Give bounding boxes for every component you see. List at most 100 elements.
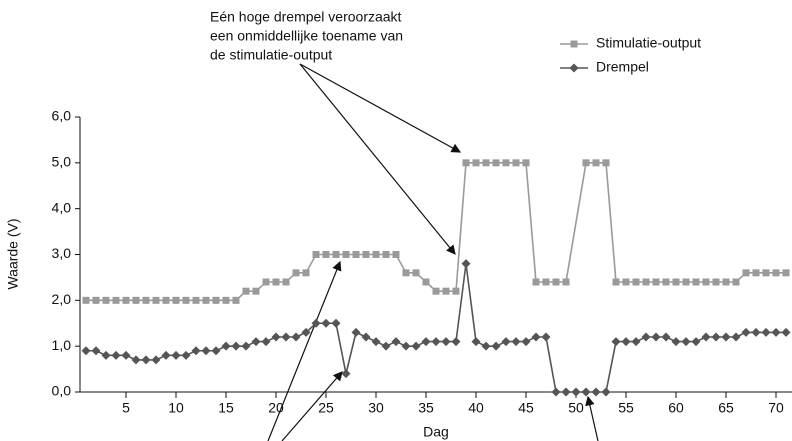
data-point	[712, 278, 720, 286]
data-point	[282, 278, 290, 286]
data-point	[521, 337, 531, 347]
legend-marker	[570, 40, 578, 48]
data-point	[422, 278, 430, 286]
data-point	[461, 259, 471, 269]
data-point	[291, 332, 301, 342]
data-point	[191, 346, 201, 356]
x-tick-label: 35	[418, 400, 434, 416]
data-point	[552, 278, 560, 286]
data-point	[352, 251, 360, 258]
x-tick-label: 40	[468, 400, 484, 416]
annotation: Eén hoge drempel veroorzaakt	[210, 9, 402, 25]
data-point	[442, 287, 450, 295]
data-point	[351, 327, 361, 337]
y-tick-label: 0,0	[52, 383, 72, 399]
data-point	[652, 278, 660, 286]
data-point	[592, 159, 600, 167]
data-point	[371, 337, 381, 347]
data-point	[761, 327, 771, 337]
y-tick-label: 2,0	[52, 291, 72, 307]
legend-label: Stimulatie-output	[596, 35, 701, 51]
data-point	[382, 251, 390, 258]
data-point	[142, 296, 150, 304]
data-point	[512, 159, 520, 167]
data-point	[342, 251, 350, 258]
data-point	[482, 159, 490, 167]
data-point	[141, 355, 151, 365]
data-point	[462, 159, 470, 167]
x-tick-label: 15	[218, 400, 234, 416]
x-tick-label: 55	[618, 400, 634, 416]
x-tick-label: 10	[168, 400, 184, 416]
data-point	[672, 278, 680, 286]
data-point	[622, 278, 630, 286]
data-point	[341, 369, 351, 379]
y-tick-label: 3,0	[52, 245, 72, 261]
data-point	[402, 269, 410, 277]
series-line	[86, 162, 786, 302]
data-point	[731, 332, 741, 342]
data-point	[372, 251, 380, 258]
x-tick-label: 5	[122, 400, 130, 416]
data-point	[601, 387, 611, 397]
data-point	[202, 296, 210, 304]
data-point	[262, 278, 270, 286]
data-point	[571, 387, 581, 397]
data-point	[321, 318, 331, 328]
data-point	[182, 296, 190, 304]
series-line	[86, 263, 786, 393]
data-point	[751, 327, 761, 337]
data-point	[471, 337, 481, 347]
data-point	[611, 337, 621, 347]
data-point	[212, 296, 220, 304]
data-point	[741, 327, 751, 337]
data-point	[152, 296, 160, 304]
y-tick-label: 6,0	[52, 108, 72, 124]
data-point	[541, 332, 551, 342]
data-point	[271, 332, 281, 342]
data-point	[181, 350, 191, 360]
x-tick-label: 60	[668, 400, 684, 416]
data-point	[591, 387, 601, 397]
data-point	[691, 337, 701, 347]
data-point	[222, 296, 230, 304]
y-axis-label: Waarde (V)	[5, 218, 21, 289]
data-point	[561, 387, 571, 397]
data-point	[151, 355, 161, 365]
data-point	[102, 296, 110, 304]
data-point	[651, 332, 661, 342]
data-point	[441, 337, 451, 347]
data-point	[492, 159, 500, 167]
data-point	[82, 296, 90, 304]
data-point	[401, 341, 411, 351]
data-point	[581, 387, 591, 397]
data-point	[312, 251, 320, 258]
annotation: een onmiddellijke toename van	[210, 28, 403, 44]
data-point	[501, 337, 511, 347]
data-point	[101, 350, 111, 360]
data-point	[122, 296, 130, 304]
x-tick-label: 20	[268, 400, 284, 416]
data-point	[231, 341, 241, 351]
data-point	[772, 269, 780, 277]
data-point	[681, 337, 691, 347]
data-point	[451, 337, 461, 347]
data-point	[411, 341, 421, 351]
data-point	[472, 159, 480, 167]
data-point	[171, 350, 181, 360]
y-tick-label: 1,0	[52, 337, 72, 353]
data-point	[641, 332, 651, 342]
data-point	[582, 159, 590, 167]
data-point	[502, 159, 510, 167]
data-point	[242, 287, 250, 295]
data-point	[671, 337, 681, 347]
legend-marker	[569, 63, 579, 73]
legend-label: Drempel	[596, 59, 649, 75]
data-point	[112, 296, 120, 304]
data-point	[692, 278, 700, 286]
data-point	[252, 287, 260, 295]
data-point	[421, 337, 431, 347]
data-point	[172, 296, 180, 304]
data-point	[642, 278, 650, 286]
data-point	[682, 278, 690, 286]
